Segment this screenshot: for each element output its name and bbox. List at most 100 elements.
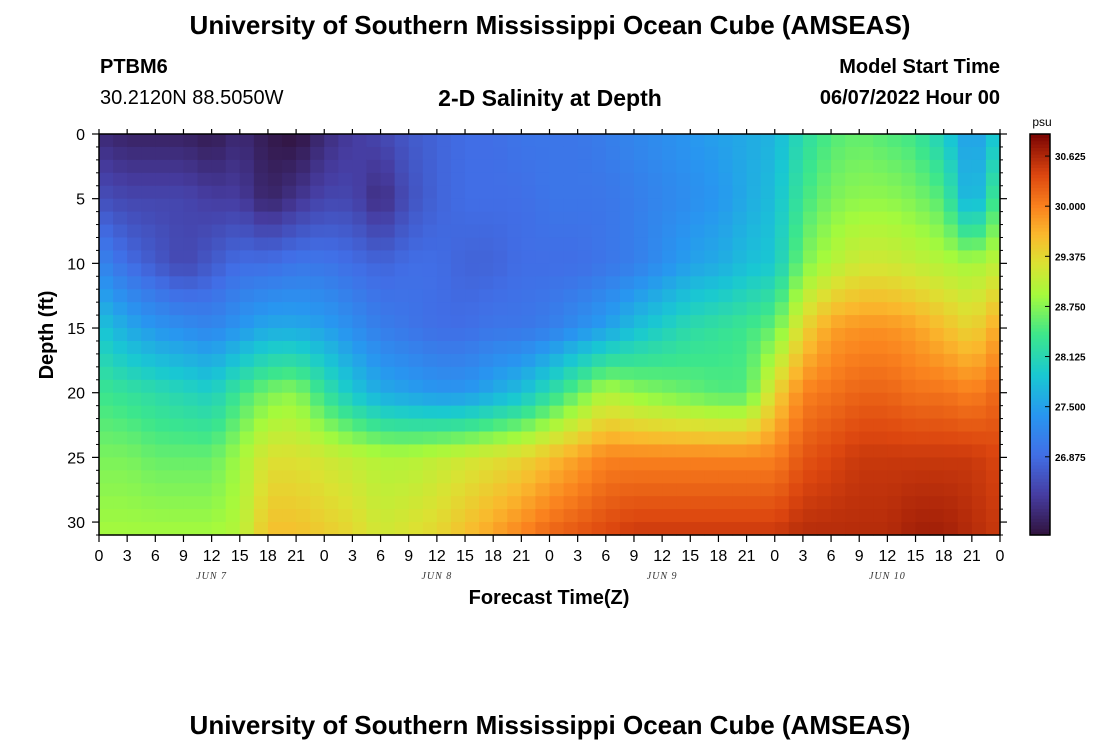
heatmap-cell xyxy=(113,224,128,239)
colorbar-segment xyxy=(1030,471,1050,476)
heatmap-cell xyxy=(549,211,565,226)
colorbar-unit: psu xyxy=(1032,115,1051,129)
heatmap-cell xyxy=(296,470,311,484)
heatmap-cell xyxy=(338,353,354,368)
heatmap-cell xyxy=(901,185,917,200)
heatmap-cell xyxy=(225,315,241,329)
heatmap-cell xyxy=(845,366,860,381)
heatmap-cell xyxy=(746,470,762,484)
heatmap-cell xyxy=(479,366,494,381)
heatmap-cell xyxy=(422,418,438,433)
x-tick-label: 15 xyxy=(681,548,699,565)
heatmap-cell xyxy=(746,289,762,303)
heatmap-cell xyxy=(253,418,269,433)
heatmap-cell xyxy=(929,289,945,303)
heatmap-cell xyxy=(577,470,593,484)
heatmap-cell xyxy=(577,405,593,420)
heatmap-cell xyxy=(704,496,720,510)
colorbar-segment xyxy=(1030,397,1050,402)
heatmap-cell xyxy=(197,496,213,510)
heatmap-cell xyxy=(831,328,846,342)
colorbar-tick-label: 30.625 xyxy=(1055,152,1086,163)
heatmap-cell xyxy=(450,276,466,290)
heatmap-cell xyxy=(943,289,959,303)
heatmap-cell xyxy=(563,224,579,239)
heatmap-cell xyxy=(380,263,396,277)
heatmap-cell xyxy=(99,276,114,290)
heatmap-cell xyxy=(253,405,269,420)
heatmap-cell xyxy=(901,496,917,510)
heatmap-cell xyxy=(366,224,382,239)
heatmap-cell xyxy=(422,483,438,497)
heatmap-cell xyxy=(929,431,945,446)
heatmap-cell xyxy=(493,483,508,497)
heatmap-cell xyxy=(493,146,508,161)
colorbar-segment xyxy=(1030,341,1050,346)
heatmap-cell xyxy=(746,159,762,174)
heatmap-cell xyxy=(605,185,621,200)
heatmap-cell xyxy=(746,353,762,368)
heatmap-cell xyxy=(366,134,382,148)
heatmap-cell xyxy=(239,315,255,329)
heatmap-cell xyxy=(535,328,551,342)
heatmap-cell xyxy=(465,366,480,381)
heatmap-cell xyxy=(591,250,607,264)
heatmap-cell xyxy=(718,224,734,239)
heatmap-cell xyxy=(985,340,1001,355)
heatmap-cell xyxy=(802,418,818,433)
heatmap-cell xyxy=(676,328,691,342)
heatmap-cell xyxy=(957,496,973,510)
heatmap-cell xyxy=(296,302,311,316)
heatmap-cell xyxy=(352,211,368,226)
heatmap-cell xyxy=(296,328,311,342)
heatmap-cell xyxy=(521,522,537,536)
heatmap-cell xyxy=(971,198,987,213)
heatmap-cell xyxy=(887,444,903,458)
heatmap-cell xyxy=(605,392,621,407)
heatmap-cell xyxy=(324,379,339,394)
heatmap-cell xyxy=(310,237,325,252)
heatmap-cell xyxy=(155,444,170,458)
heatmap-cell xyxy=(915,289,931,303)
heatmap-cell xyxy=(394,224,410,239)
heatmap-cell xyxy=(746,198,762,213)
heatmap-cell xyxy=(493,522,508,536)
heatmap-cell xyxy=(662,328,677,342)
heatmap-cell xyxy=(296,457,311,471)
heatmap-cell xyxy=(957,315,973,329)
heatmap-cell xyxy=(859,211,874,226)
heatmap-cell xyxy=(127,302,142,316)
heatmap-cell xyxy=(760,315,776,329)
heatmap-cell xyxy=(915,470,931,484)
heatmap-cell xyxy=(352,250,368,264)
heatmap-cell xyxy=(479,302,494,316)
heatmap-cell xyxy=(845,276,860,290)
heatmap-cell xyxy=(479,276,494,290)
heatmap-cell xyxy=(521,276,537,290)
heatmap-cell xyxy=(760,146,776,161)
heatmap-cell xyxy=(338,237,354,252)
heatmap-cell xyxy=(521,159,537,174)
heatmap-cell xyxy=(887,159,903,174)
heatmap-cell xyxy=(648,134,663,148)
heatmap-cell xyxy=(310,211,325,226)
heatmap-cell xyxy=(873,185,888,200)
heatmap-cell xyxy=(380,496,396,510)
heatmap-cell xyxy=(296,250,311,264)
heatmap-cell xyxy=(282,159,297,174)
heatmap-cell xyxy=(338,470,354,484)
heatmap-cell xyxy=(859,379,874,394)
heatmap-cell xyxy=(802,224,818,239)
heatmap-cell xyxy=(901,276,917,290)
heatmap-cell xyxy=(957,522,973,536)
heatmap-cell xyxy=(760,470,776,484)
heatmap-cell xyxy=(296,496,311,510)
heatmap-cell xyxy=(662,185,677,200)
heatmap-cell xyxy=(155,522,170,536)
heatmap-cell xyxy=(985,224,1001,239)
heatmap-cell xyxy=(225,263,241,277)
heatmap-cell xyxy=(788,470,804,484)
heatmap-cell xyxy=(887,276,903,290)
heatmap-cell xyxy=(394,172,410,187)
heatmap-cell xyxy=(549,353,565,368)
